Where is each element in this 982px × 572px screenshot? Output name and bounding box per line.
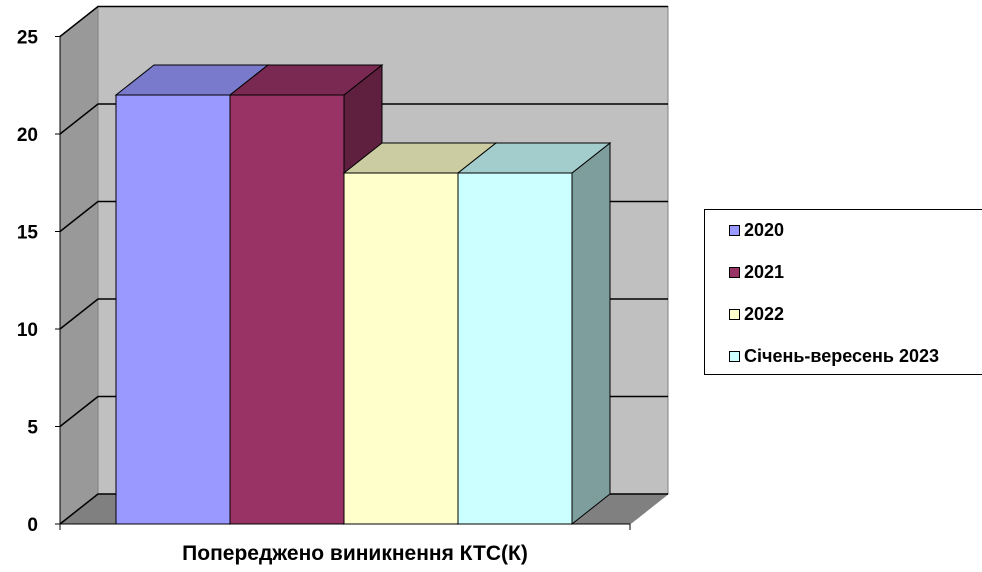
gridline: [59, 103, 668, 135]
gridline: [59, 5, 668, 38]
y-tick-label: 10: [17, 320, 38, 341]
legend-label: 2021: [744, 261, 785, 282]
legend-item-2021: 2021: [729, 261, 784, 283]
chart-legend: 2020 2021 2022 Січень-вересень 2023: [704, 209, 982, 375]
legend-label: 2020: [744, 219, 785, 240]
side-wall: [59, 5, 99, 526]
legend-swatch-2023-partial: [729, 350, 740, 362]
y-tick-label: 5: [27, 418, 38, 439]
legend-swatch-2021: [729, 266, 740, 278]
legend-label: 2022: [744, 303, 785, 324]
legend-swatch-2020: [729, 224, 740, 236]
legend-item-2022: 2022: [729, 303, 784, 325]
y-tick-label: 0: [27, 515, 38, 536]
bar-2021: [229, 94, 345, 525]
x-category-label: Попереджено виникнення КТС(К): [182, 542, 528, 565]
y-tick-label: 20: [17, 125, 38, 146]
y-tick-label: 15: [17, 223, 39, 244]
y-tick-label: 25: [17, 28, 39, 49]
bar-2020: [115, 94, 231, 525]
bar--2023: [457, 172, 573, 525]
legend-item-2023-partial: Січень-вересень 2023: [729, 345, 939, 367]
legend-label: Січень-вересень 2023: [744, 345, 940, 366]
bar-2022: [343, 172, 459, 525]
legend-swatch-2022: [729, 308, 740, 320]
legend-item-2020: 2020: [729, 219, 784, 241]
bar--2023-side: [571, 141, 611, 526]
